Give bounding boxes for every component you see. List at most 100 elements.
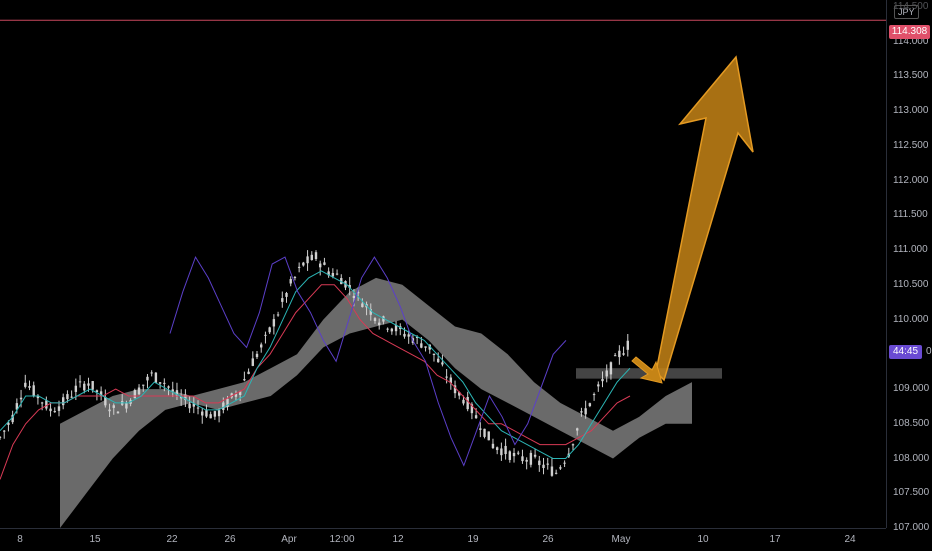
candle-body: [167, 386, 170, 388]
candle-body: [559, 467, 562, 469]
candle-body: [53, 411, 56, 413]
kijun-line: [0, 284, 631, 480]
price-tick: 112.500: [893, 139, 929, 151]
ichimoku-lines: [0, 255, 631, 480]
candle-body: [234, 393, 238, 397]
price-chart-canvas[interactable]: [0, 0, 886, 528]
candle-body: [533, 454, 537, 457]
big-up-arrow[interactable]: [655, 55, 754, 382]
candlesticks: [0, 250, 629, 477]
candle-body: [613, 355, 617, 357]
candle-body: [432, 353, 436, 356]
candle-body: [445, 376, 448, 378]
candle-body: [462, 399, 465, 404]
candle-body: [512, 452, 516, 457]
price-tick: 109.000: [893, 383, 930, 395]
candle-body: [49, 408, 52, 412]
small-down-arrow[interactable]: [631, 356, 663, 384]
candle-body: [222, 402, 225, 411]
candle-body: [487, 431, 490, 441]
candle-body: [87, 383, 90, 386]
candle-body: [474, 415, 478, 419]
candle-body: [356, 292, 360, 294]
candle-body: [622, 353, 625, 355]
candle-body: [458, 392, 461, 396]
candle-body: [453, 385, 457, 394]
candle-body: [571, 444, 575, 446]
projection-arrows[interactable]: [631, 55, 754, 384]
candle-body: [554, 472, 558, 474]
time-tick: Apr: [281, 534, 297, 545]
candle-body: [420, 343, 423, 348]
candle-body: [449, 377, 453, 384]
candle-body: [175, 390, 179, 397]
candle-body: [348, 285, 351, 289]
price-tick: 110.000: [893, 313, 929, 325]
candle-body: [40, 402, 44, 404]
candle-body: [331, 272, 335, 277]
candle-body: [150, 372, 153, 374]
candle-body: [319, 263, 322, 268]
candle-body: [529, 452, 533, 465]
price-tick: 111.000: [893, 244, 928, 256]
candle-body: [382, 316, 385, 322]
candle-body: [184, 394, 187, 401]
candle-body: [335, 273, 339, 275]
time-tick: 24: [844, 534, 856, 545]
candle-body: [361, 303, 364, 308]
candle-body: [196, 407, 200, 409]
candle-body: [133, 390, 137, 399]
candle-body: [104, 396, 107, 406]
candle-body: [415, 336, 419, 339]
candle-body: [521, 456, 524, 462]
candle-body: [352, 295, 356, 299]
candle-body: [217, 410, 221, 417]
candle-body: [28, 386, 31, 388]
candle-body: [546, 463, 549, 465]
candle-body: [112, 405, 115, 408]
candle-body: [466, 396, 469, 410]
candle-body: [209, 414, 212, 419]
candle-body: [19, 397, 23, 400]
candle-body: [517, 452, 520, 454]
candle-body: [373, 318, 377, 322]
candle-body: [260, 344, 263, 348]
currency-label[interactable]: JPY: [894, 5, 919, 19]
candle-body: [281, 298, 284, 302]
candle-body: [268, 327, 271, 333]
price-axis[interactable]: 114.500 114.000 113.500 113.000 112.500 112.0…: [886, 0, 932, 533]
candle-body: [7, 422, 10, 425]
candle-body: [302, 262, 305, 266]
chikou-line: [169, 255, 567, 467]
ichimoku-cloud: [60, 277, 692, 528]
candle-body: [36, 395, 40, 399]
price-tick: 108.500: [893, 417, 930, 429]
candle-body: [83, 383, 86, 391]
tenkan-line: [0, 270, 631, 459]
candle-body: [289, 279, 292, 284]
candle-body: [11, 414, 14, 423]
candle-body: [605, 370, 608, 377]
candle-body: [213, 411, 217, 417]
price-tick: 111.500: [893, 209, 928, 221]
price-tick: 113.000: [893, 105, 929, 117]
candle-body: [74, 385, 78, 392]
time-tick: 26: [542, 534, 554, 545]
candle-body: [116, 411, 120, 414]
candle-body: [592, 394, 596, 396]
candle-body: [3, 430, 6, 432]
candle-body: [310, 254, 313, 260]
candle-body: [441, 362, 444, 365]
candle-body: [550, 466, 554, 476]
candle-body: [238, 391, 242, 395]
time-tick: 12:00: [329, 534, 355, 545]
candle-body: [158, 382, 162, 384]
candle-body: [504, 445, 507, 455]
time-axis[interactable]: 8 15 22 26 Apr 12:00 12 19 26 May 10 17 24: [0, 528, 886, 551]
candle-body: [588, 403, 592, 407]
candle-body: [436, 358, 440, 363]
candle-body: [390, 328, 394, 332]
candle-body: [125, 403, 128, 409]
time-tick: 8: [17, 534, 23, 545]
